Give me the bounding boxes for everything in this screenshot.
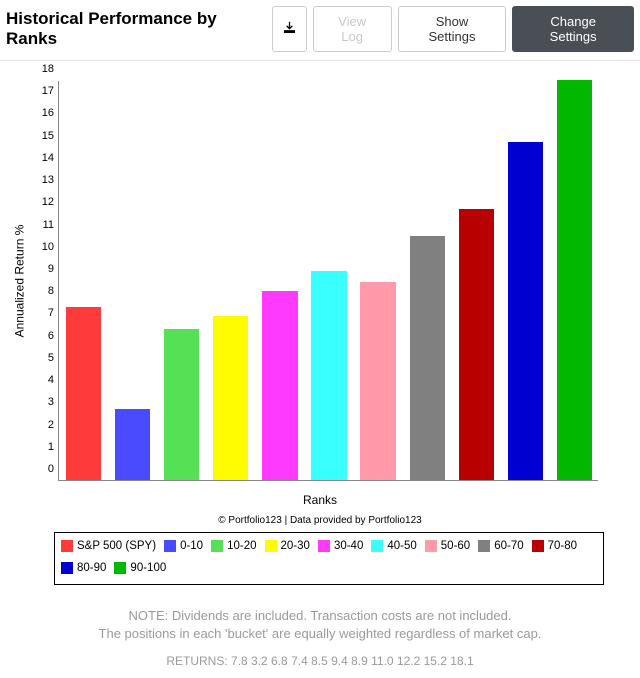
legend-item: 90-100 <box>114 559 166 577</box>
legend-swatch <box>114 562 126 574</box>
returns-summary: RETURNS: 7.8 3.2 6.8 7.4 8.5 9.4 8.9 11.… <box>0 648 640 678</box>
y-tick: 13 <box>42 174 54 186</box>
legend-item: 70-80 <box>532 537 577 555</box>
bar <box>410 236 445 480</box>
y-axis-label: Annualized Return % <box>12 225 26 338</box>
footnote-line-2: The positions in each 'bucket' are equal… <box>20 625 620 643</box>
footnote-line-1: NOTE: Dividends are included. Transactio… <box>20 607 620 625</box>
y-tick: 7 <box>48 307 54 319</box>
legend-item: 0-10 <box>164 537 203 555</box>
bar <box>311 271 346 480</box>
legend-swatch <box>478 540 490 552</box>
legend-label: 60-70 <box>494 537 523 555</box>
y-tick: 10 <box>42 241 54 253</box>
legend-item: S&P 500 (SPY) <box>61 537 156 555</box>
y-tick: 15 <box>42 130 54 142</box>
legend-item: 80-90 <box>61 559 106 577</box>
change-settings-button[interactable]: Change Settings <box>512 6 634 52</box>
y-tick: 4 <box>48 374 54 386</box>
header-actions: View Log Show Settings Change Settings <box>272 6 634 52</box>
chart-legend: S&P 500 (SPY) 0-10 10-20 20-30 30-40 40-50 50-… <box>54 532 604 585</box>
bar <box>115 409 150 480</box>
legend-item: 50-60 <box>425 537 470 555</box>
page-title: Historical Performance by Ranks <box>6 9 272 49</box>
legend-label: 70-80 <box>548 537 577 555</box>
y-axis-ticks: 0123456789101112131415161718 <box>30 81 58 481</box>
chart-attribution: © Portfolio123 | Data provided by Portfo… <box>8 507 632 532</box>
bar <box>66 307 101 480</box>
chart-container: Annualized Return % 01234567891011121314… <box>0 61 640 589</box>
footnote: NOTE: Dividends are included. Transactio… <box>0 589 640 647</box>
legend-item: 30-40 <box>318 537 363 555</box>
y-tick: 6 <box>48 330 54 342</box>
view-log-button: View Log <box>313 6 392 52</box>
legend-swatch <box>265 540 277 552</box>
legend-item: 10-20 <box>211 537 256 555</box>
download-icon <box>283 21 296 34</box>
bar <box>164 329 199 480</box>
y-tick: 8 <box>48 285 54 297</box>
x-axis-label: Ranks <box>8 481 632 507</box>
legend-label: 0-10 <box>180 537 203 555</box>
legend-label: 30-40 <box>334 537 363 555</box>
y-tick: 3 <box>48 396 54 408</box>
legend-label: 20-30 <box>281 537 310 555</box>
header-bar: Historical Performance by Ranks View Log… <box>0 0 640 61</box>
download-button[interactable] <box>272 6 307 52</box>
y-tick: 11 <box>43 219 54 231</box>
bar <box>262 291 297 480</box>
legend-swatch <box>318 540 330 552</box>
legend-item: 20-30 <box>265 537 310 555</box>
y-tick: 0 <box>48 463 54 475</box>
legend-label: S&P 500 (SPY) <box>77 537 156 555</box>
legend-label: 10-20 <box>227 537 256 555</box>
legend-swatch <box>61 540 73 552</box>
y-tick: 5 <box>48 352 54 364</box>
returns-values: 7.8 3.2 6.8 7.4 8.5 9.4 8.9 11.0 12.2 15… <box>231 654 474 668</box>
legend-item: 60-70 <box>478 537 523 555</box>
legend-swatch <box>211 540 223 552</box>
y-tick: 16 <box>42 107 54 119</box>
legend-label: 40-50 <box>387 537 416 555</box>
y-tick: 12 <box>42 196 54 208</box>
legend-swatch <box>164 540 176 552</box>
y-tick: 1 <box>48 441 54 453</box>
legend-swatch <box>425 540 437 552</box>
returns-label: RETURNS: <box>166 654 227 668</box>
bar <box>360 282 395 480</box>
chart-plot-area <box>58 81 598 481</box>
bar <box>459 209 494 480</box>
y-tick: 9 <box>48 263 54 275</box>
legend-swatch <box>532 540 544 552</box>
legend-swatch <box>371 540 383 552</box>
y-tick: 18 <box>42 63 54 75</box>
show-settings-button[interactable]: Show Settings <box>398 6 507 52</box>
legend-label: 90-100 <box>130 559 166 577</box>
legend-label: 50-60 <box>441 537 470 555</box>
legend-swatch <box>61 562 73 574</box>
bar <box>508 142 543 480</box>
legend-label: 80-90 <box>77 559 106 577</box>
bar <box>557 80 592 480</box>
bar <box>213 316 248 480</box>
y-tick: 17 <box>42 85 54 97</box>
y-tick: 2 <box>48 419 54 431</box>
y-tick: 14 <box>42 152 54 164</box>
legend-item: 40-50 <box>371 537 416 555</box>
